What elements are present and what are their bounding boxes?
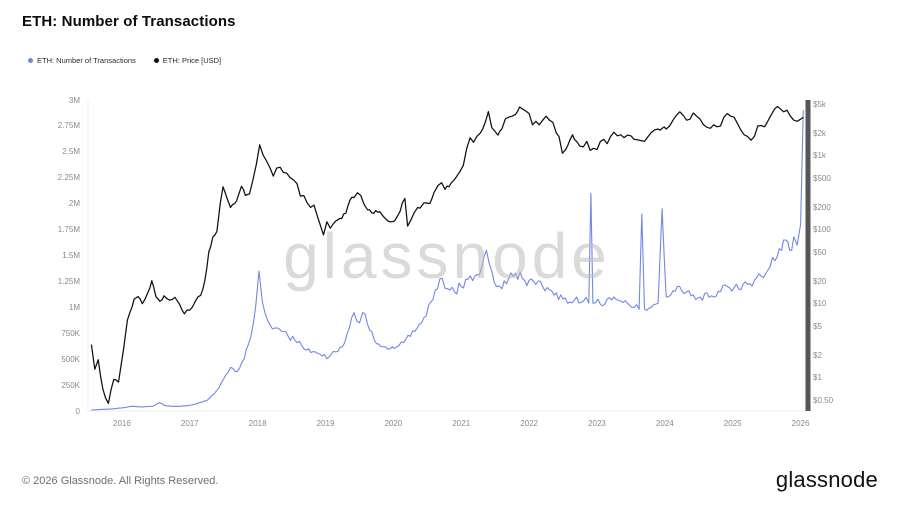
copyright-text: © 2026 Glassnode. All Rights Reserved.: [22, 475, 219, 487]
y-axis-right-tick: $0.50: [813, 395, 834, 405]
y-axis-right-tick: $5k: [813, 99, 826, 109]
y-axis-right-tick: $500: [813, 173, 831, 183]
x-axis-tick: 2019: [316, 419, 335, 428]
legend-dot-icon: [153, 58, 159, 63]
y-axis-left-tick: 750K: [61, 328, 80, 338]
y-axis-right-tick: $10: [813, 299, 827, 309]
x-axis-tick: 2021: [452, 419, 471, 428]
right-axis-bar: [805, 100, 811, 411]
y-axis-right-tick: $2: [813, 350, 822, 360]
x-axis-tick: 2020: [384, 419, 403, 428]
y-axis-left-tick: 2.75M: [57, 121, 80, 131]
y-axis-left-tick: 0: [75, 406, 80, 416]
y-axis-left-tick: 1M: [68, 302, 80, 312]
transactions-line: [91, 110, 804, 411]
x-axis-tick: 2018: [248, 419, 267, 428]
legend-dot-icon: [28, 58, 33, 63]
y-axis-left-tick: 250K: [61, 380, 80, 390]
x-axis-tick: 2017: [180, 419, 199, 428]
y-axis-right-tick: $2k: [813, 128, 826, 138]
y-axis-left-tick: 3M: [68, 95, 80, 105]
price-line: [90, 105, 804, 405]
y-axis-left-tick: 2.5M: [62, 147, 80, 157]
y-axis-right-tick: $20: [813, 276, 827, 286]
x-axis-tick: 2022: [520, 419, 538, 428]
y-axis-right-tick: $50: [813, 247, 827, 257]
x-axis-tick: 2016: [113, 419, 131, 428]
y-axis-left-tick: 2M: [68, 199, 80, 209]
y-axis-right-tick: $5: [813, 321, 822, 331]
y-axis-left-tick: 2.25M: [57, 173, 80, 183]
y-axis-right-tick: $200: [813, 202, 831, 212]
chart-legend: ETH: Number of Transactions ETH: Price [U…: [28, 56, 221, 65]
x-axis-tick: 2026: [791, 419, 810, 428]
legend-item-transactions[interactable]: ETH: Number of Transactions: [28, 56, 136, 65]
y-axis-right-tick: $100: [813, 225, 831, 235]
legend-item-label: ETH: Number of Transactions: [37, 56, 136, 65]
x-axis-tick: 2024: [655, 419, 674, 428]
page-title: ETH: Number of Transactions: [22, 13, 236, 30]
legend-item-label: ETH: Price [USD]: [162, 56, 222, 65]
y-axis-left-tick: 1.5M: [62, 251, 80, 260]
glassnode-logo[interactable]: glassnode: [775, 467, 878, 492]
x-axis-tick: 2023: [588, 419, 606, 428]
y-axis-right-tick: $1: [813, 373, 822, 383]
y-axis-left-tick: 500K: [61, 354, 80, 364]
legend-item-price[interactable]: ETH: Price [USD]: [153, 56, 222, 65]
y-axis-right-tick: $1k: [813, 151, 826, 161]
x-axis-tick: 2025: [723, 419, 742, 428]
y-axis-left-tick: 1.75M: [57, 225, 80, 235]
y-axis-left-tick: 1.25M: [57, 276, 80, 286]
